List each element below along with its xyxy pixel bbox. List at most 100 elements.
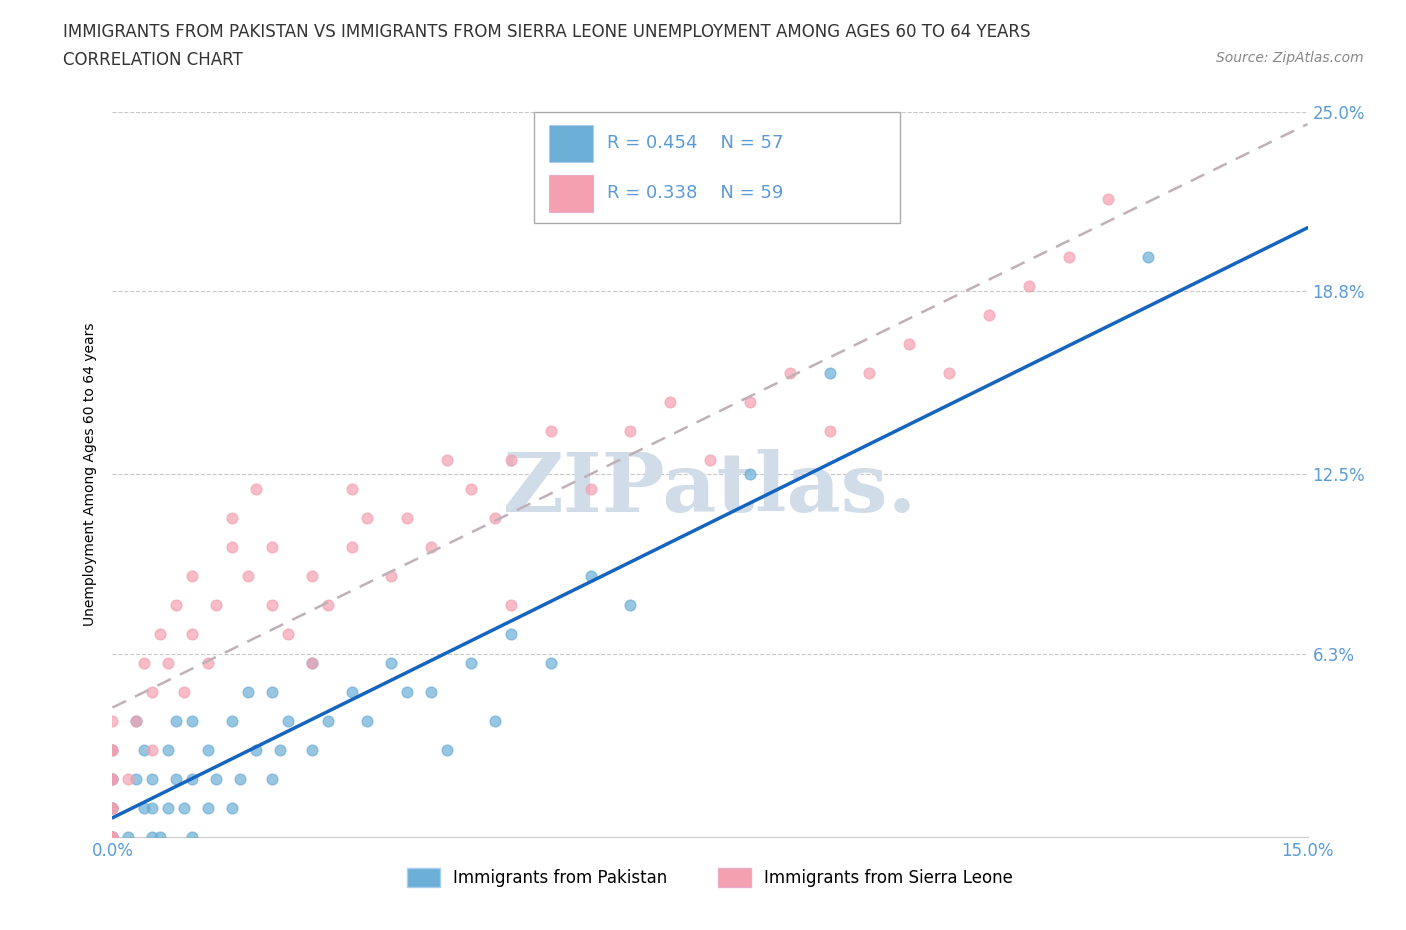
Point <box>898 337 921 352</box>
Point <box>356 511 378 525</box>
Point <box>619 423 641 438</box>
Point <box>380 568 402 583</box>
FancyBboxPatch shape <box>534 112 900 223</box>
Point <box>619 597 641 612</box>
Point <box>181 830 204 844</box>
Point <box>818 365 841 380</box>
Point <box>205 597 228 612</box>
Point <box>260 684 283 699</box>
Point <box>141 830 163 844</box>
Point <box>420 684 443 699</box>
Text: IMMIGRANTS FROM PAKISTAN VS IMMIGRANTS FROM SIERRA LEONE UNEMPLOYMENT AMONG AGES: IMMIGRANTS FROM PAKISTAN VS IMMIGRANTS F… <box>63 23 1031 41</box>
Point <box>340 482 363 497</box>
Point <box>579 482 602 497</box>
Point <box>181 627 204 642</box>
Point <box>181 568 204 583</box>
Point <box>101 742 124 757</box>
Point <box>221 801 243 816</box>
Point <box>260 772 283 787</box>
Point <box>173 801 195 816</box>
Point <box>141 801 163 816</box>
Point <box>149 627 172 642</box>
Point <box>499 452 522 467</box>
Point <box>818 423 841 438</box>
Point <box>236 684 259 699</box>
Point <box>101 830 124 844</box>
Point <box>356 713 378 728</box>
Point <box>420 539 443 554</box>
Point <box>1137 249 1160 264</box>
Point <box>101 713 124 728</box>
Point <box>1057 249 1080 264</box>
Point <box>125 772 148 787</box>
Point <box>540 423 562 438</box>
Point <box>301 656 323 671</box>
Point <box>101 830 124 844</box>
Point <box>101 830 124 844</box>
Point <box>659 394 682 409</box>
Text: R = 0.338    N = 59: R = 0.338 N = 59 <box>607 184 783 202</box>
Point <box>101 742 124 757</box>
Point <box>340 684 363 699</box>
FancyBboxPatch shape <box>548 175 593 212</box>
Point <box>197 742 219 757</box>
Point <box>396 511 419 525</box>
Point <box>436 452 458 467</box>
Point <box>101 772 124 787</box>
Point <box>141 742 163 757</box>
Point <box>101 830 124 844</box>
Point <box>157 801 180 816</box>
Point <box>149 830 172 844</box>
Point <box>117 772 139 787</box>
Point <box>197 656 219 671</box>
Point <box>165 772 187 787</box>
Text: Source: ZipAtlas.com: Source: ZipAtlas.com <box>1216 51 1364 65</box>
Point <box>316 597 339 612</box>
Point <box>260 539 283 554</box>
Point <box>699 452 721 467</box>
Point <box>779 365 801 380</box>
Point <box>301 568 323 583</box>
Point <box>1097 192 1119 206</box>
Legend: Immigrants from Pakistan, Immigrants from Sierra Leone: Immigrants from Pakistan, Immigrants fro… <box>401 861 1019 894</box>
Point <box>101 801 124 816</box>
Point <box>260 597 283 612</box>
Point <box>101 801 124 816</box>
Point <box>134 656 156 671</box>
Point <box>738 467 761 482</box>
Point <box>221 539 243 554</box>
Point <box>460 656 482 671</box>
Point <box>396 684 419 699</box>
Point <box>938 365 960 380</box>
Point <box>977 307 1000 322</box>
Y-axis label: Unemployment Among Ages 60 to 64 years: Unemployment Among Ages 60 to 64 years <box>83 323 97 626</box>
Point <box>540 656 562 671</box>
Point <box>484 713 506 728</box>
Point <box>579 568 602 583</box>
Point <box>117 830 139 844</box>
Point <box>181 772 204 787</box>
Point <box>236 568 259 583</box>
Point <box>245 482 267 497</box>
Point <box>165 597 187 612</box>
Point <box>484 511 506 525</box>
Text: R = 0.454    N = 57: R = 0.454 N = 57 <box>607 134 785 152</box>
Point <box>245 742 267 757</box>
Point <box>101 801 124 816</box>
Point <box>221 713 243 728</box>
Point <box>173 684 195 699</box>
Point <box>157 656 180 671</box>
Point <box>101 801 124 816</box>
Point <box>738 394 761 409</box>
Point <box>277 627 299 642</box>
Point <box>269 742 291 757</box>
Point <box>165 713 187 728</box>
Point <box>101 772 124 787</box>
Point <box>101 772 124 787</box>
Point <box>125 713 148 728</box>
Text: CORRELATION CHART: CORRELATION CHART <box>63 51 243 69</box>
Point <box>277 713 299 728</box>
Point <box>141 684 163 699</box>
Point <box>141 772 163 787</box>
Point <box>205 772 228 787</box>
